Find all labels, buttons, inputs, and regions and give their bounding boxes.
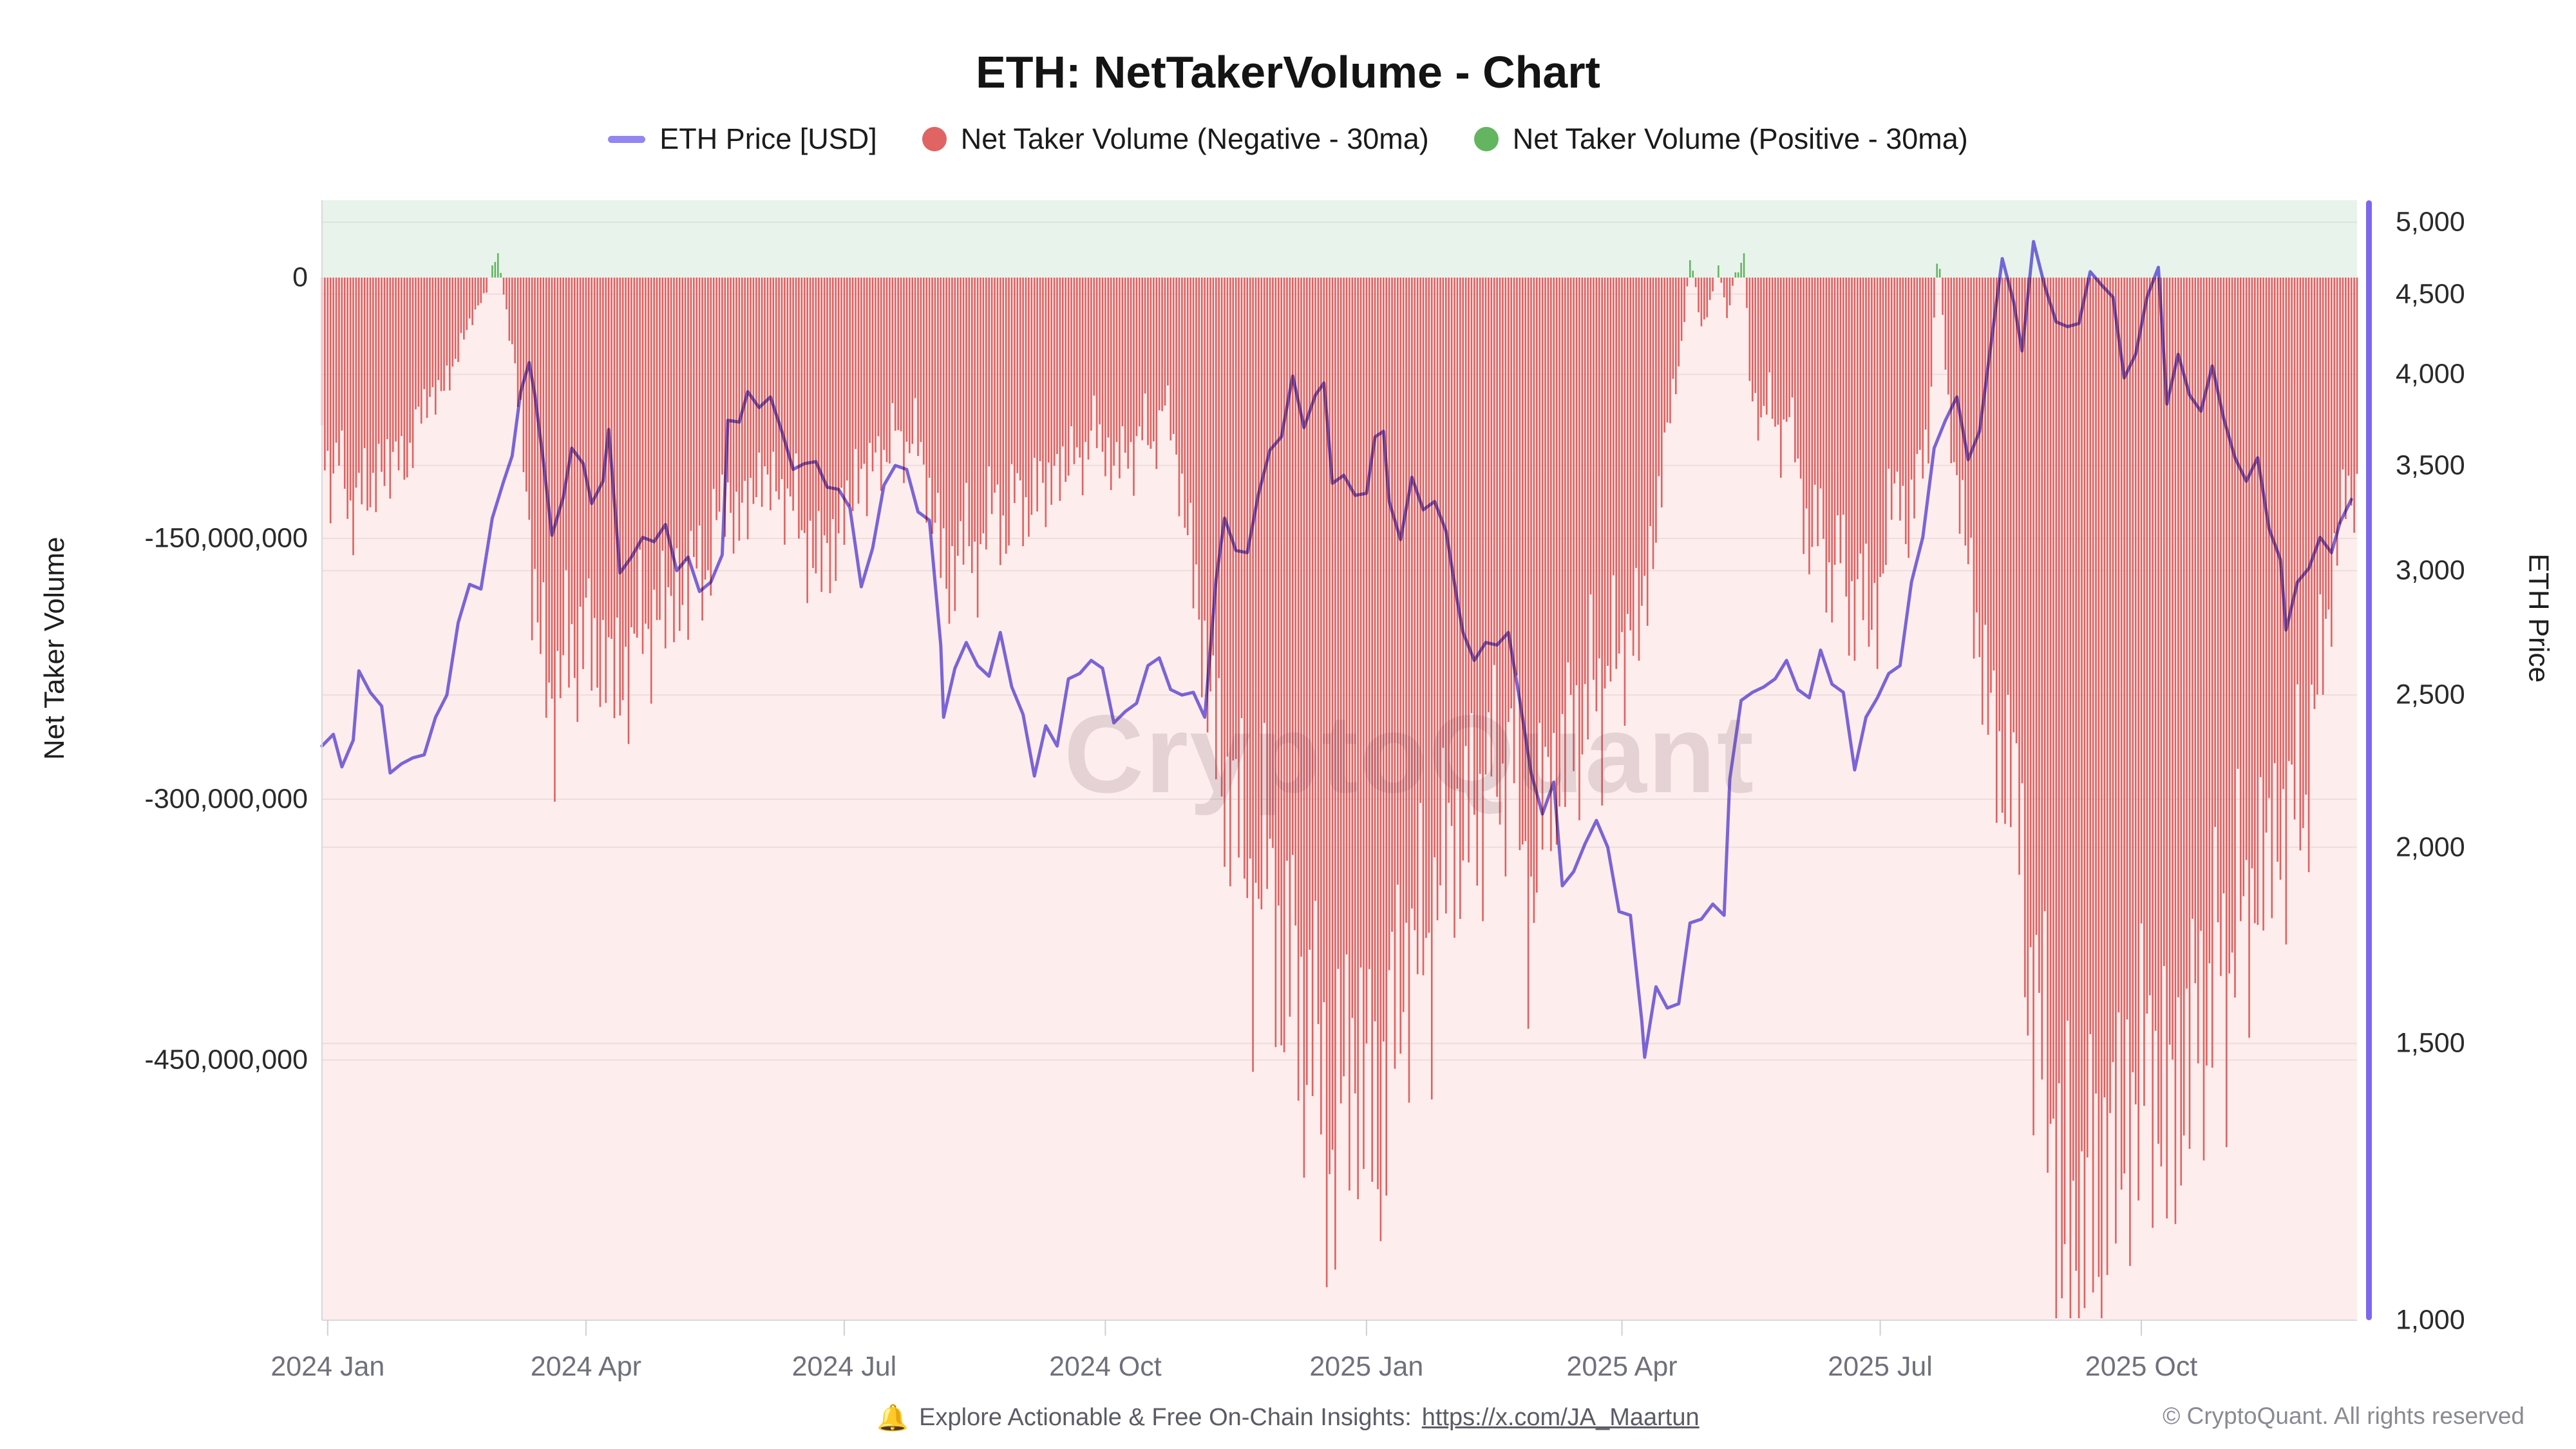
- right-axis-tick-label: 4,000: [2396, 358, 2465, 390]
- left-axis-tick-label: -450,000,000: [144, 1044, 308, 1075]
- right-axis-tick-label: 1,500: [2396, 1027, 2465, 1059]
- price-line-marker-icon: [608, 135, 646, 143]
- x-axis-tick-label: 2024 Jul: [791, 1351, 897, 1382]
- positive-band: [322, 200, 2357, 278]
- left-axis-tick-label: 0: [292, 261, 308, 293]
- right-axis-tick-label: 2,500: [2396, 679, 2465, 710]
- right-axis-tick-label: 2,000: [2396, 831, 2465, 863]
- footer-promo-text: Explore Actionable & Free On-Chain Insig…: [919, 1404, 1412, 1431]
- legend-label: Net Taker Volume (Negative - 30ma): [960, 122, 1429, 155]
- negative-volume-dot-icon: [922, 127, 947, 151]
- x-axis-tick-label: 2025 Oct: [2085, 1351, 2198, 1382]
- legend-item-eth-price[interactable]: ETH Price [USD]: [608, 122, 877, 156]
- footer: 🔔 Explore Actionable & Free On-Chain Ins…: [0, 1403, 2576, 1441]
- right-axis-tick-label: 3,500: [2396, 450, 2465, 481]
- legend-item-positive-volume[interactable]: Net Taker Volume (Positive - 30ma): [1473, 122, 1968, 156]
- legend: ETH Price [USD] Net Taker Volume (Negati…: [0, 122, 2576, 156]
- x-axis-tick-label: 2024 Oct: [1049, 1351, 1162, 1382]
- legend-label: ETH Price [USD]: [659, 122, 877, 155]
- footer-link[interactable]: https://x.com/JA_Maartun: [1421, 1404, 1700, 1431]
- x-axis-tick-label: 2025 Jul: [1828, 1351, 1933, 1382]
- price-axis-spine: [2366, 200, 2372, 1320]
- right-axis-tick-label: 5,000: [2396, 206, 2465, 238]
- positive-volume-dot-icon: [1473, 127, 1499, 151]
- page-title: ETH: NetTakerVolume - Chart: [976, 47, 1600, 97]
- legend-label: Net Taker Volume (Positive - 30ma): [1512, 122, 1968, 155]
- x-axis-tick-label: 2025 Jan: [1309, 1351, 1424, 1382]
- legend-item-negative-volume[interactable]: Net Taker Volume (Negative - 30ma): [922, 122, 1429, 156]
- x-axis-tick-label: 2024 Jan: [270, 1351, 385, 1382]
- bell-icon: 🔔: [876, 1404, 909, 1432]
- x-axis-tick-label: 2025 Apr: [1566, 1351, 1678, 1382]
- right-axis-tick-label: 1,000: [2396, 1304, 2465, 1336]
- right-axis-tick-label: 3,000: [2396, 554, 2465, 586]
- x-axis-tick-label: 2024 Apr: [530, 1351, 641, 1382]
- negative-band: [322, 278, 2357, 1320]
- left-axis-tick-label: -150,000,000: [144, 522, 308, 554]
- footer-promo: 🔔 Explore Actionable & Free On-Chain Ins…: [876, 1403, 1699, 1433]
- right-axis-tick-label: 4,500: [2396, 278, 2465, 310]
- footer-copyright: © CryptoQuant. All rights reserved: [2163, 1403, 2524, 1429]
- eth-price-line: [320, 240, 2353, 1059]
- left-axis-tick-label: -300,000,000: [144, 783, 308, 815]
